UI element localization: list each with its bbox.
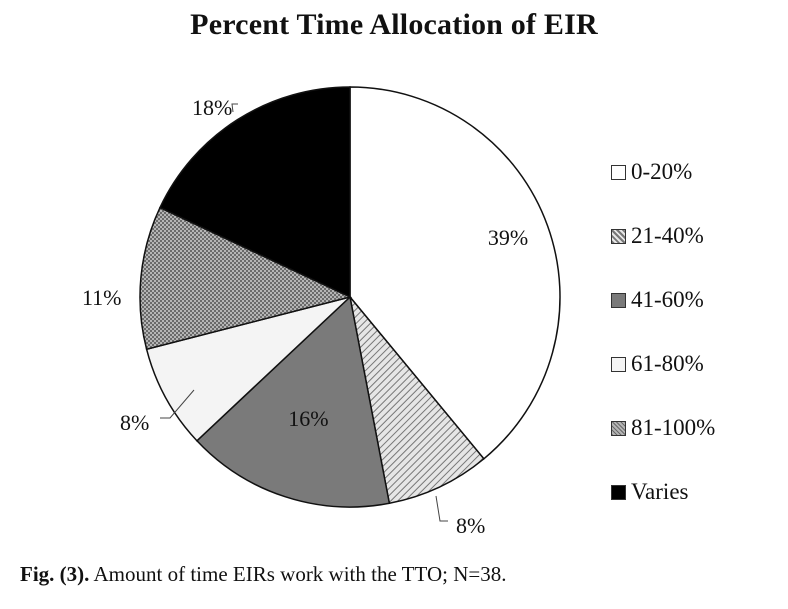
- slice-label-0-20: 39%: [488, 225, 528, 250]
- legend-swatch: [611, 228, 626, 244]
- pie-slice-21-40: [349, 296, 485, 505]
- slice-label-81-100: 11%: [82, 285, 122, 310]
- legend: 0-20% 21-40% 41-60% 61-80% 81-100% Varies: [611, 140, 781, 524]
- leader-lines: [160, 103, 448, 522]
- legend-label: 0-20%: [631, 159, 693, 184]
- legend-item-61-80: 61-80%: [611, 332, 781, 396]
- pie-chart: 39% 8% 16% 8% 11% 18%: [82, 86, 561, 538]
- legend-label: 61-80%: [631, 351, 704, 376]
- legend-swatch: [611, 164, 626, 180]
- figure-caption: Fig. (3). Amount of time EIRs work with …: [20, 562, 506, 587]
- legend-item-41-60: 41-60%: [611, 268, 781, 332]
- legend-swatch: [611, 292, 626, 308]
- legend-label: 41-60%: [631, 287, 704, 312]
- slice-labels: 39% 8% 16% 8% 11% 18%: [82, 95, 528, 538]
- pie-slice-0-20: [349, 86, 561, 460]
- pie-slice-41-60: [195, 295, 391, 508]
- pie-slice-varies: [158, 86, 351, 299]
- slice-label-varies: 18%: [192, 95, 232, 120]
- legend-label: Varies: [631, 479, 689, 504]
- legend-label: 21-40%: [631, 223, 704, 248]
- pie-slice-81-100: [139, 206, 353, 351]
- leader-line-varies: [231, 103, 238, 113]
- slice-label-61-80: 8%: [120, 410, 149, 435]
- pie-slices: [139, 86, 561, 508]
- legend-item-varies: Varies: [611, 460, 781, 524]
- slice-label-41-60: 16%: [288, 406, 328, 431]
- legend-item-21-40: 21-40%: [611, 204, 781, 268]
- leader-line-61-80: [160, 389, 195, 419]
- legend-item-0-20: 0-20%: [611, 140, 781, 204]
- legend-label: 81-100%: [631, 415, 716, 440]
- legend-swatch: [611, 484, 626, 500]
- legend-swatch: [611, 356, 626, 372]
- chart-title: Percent Time Allocation of EIR: [190, 8, 598, 41]
- caption-text: Amount of time EIRs work with the TTO; N…: [93, 562, 507, 586]
- legend-item-81-100: 81-100%: [611, 396, 781, 460]
- pie-slice-61-80: [145, 296, 351, 442]
- slice-label-21-40: 8%: [456, 513, 485, 538]
- legend-swatch: [611, 420, 626, 436]
- caption-prefix: Fig. (3).: [20, 562, 90, 586]
- leader-line-21-40: [435, 495, 448, 522]
